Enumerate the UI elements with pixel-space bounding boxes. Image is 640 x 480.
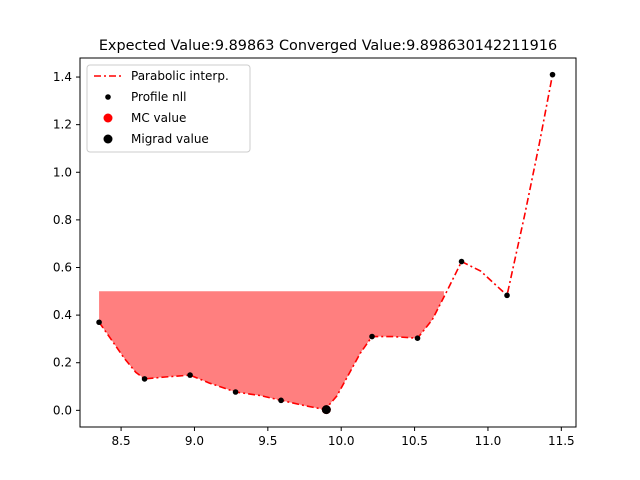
profile-nll-point — [549, 71, 556, 78]
legend-box — [86, 64, 251, 153]
legend-entry-migrad-label: Migrad value — [131, 132, 209, 146]
legend-entry-parabolic-label: Parabolic interp. — [131, 69, 229, 83]
profile-nll-point — [232, 389, 239, 395]
profile-nll-point — [96, 319, 102, 326]
legend-entry-profile-label: Profile nll — [131, 90, 186, 104]
y-tick-label: 0.0 — [53, 403, 72, 417]
y-tick-label: 0.4 — [53, 308, 72, 322]
axes-frame — [79, 57, 577, 428]
x-tick-label: 10.5 — [401, 434, 428, 448]
x-tick-label: 11.0 — [475, 434, 502, 448]
y-tick-label: 0.6 — [53, 260, 72, 274]
y-tick-label: 1.2 — [53, 118, 72, 132]
profile-nll-point — [141, 376, 148, 382]
profile-nll-point — [504, 292, 510, 299]
profile-nll-point — [414, 335, 421, 342]
x-tick-label: 10.0 — [328, 434, 355, 448]
y-tick-label: 1.4 — [53, 70, 72, 84]
x-tick-label: 9.5 — [258, 434, 277, 448]
y-tick-label: 0.8 — [53, 213, 72, 227]
shaded-region-layer — [99, 291, 444, 410]
legend-entry-migrad-swatch — [103, 134, 113, 144]
series-point-layer — [96, 71, 556, 415]
legend-entry-mc-label: MC value — [131, 111, 186, 125]
legend-entry-mc-swatch — [103, 113, 113, 123]
series-line-layer — [98, 74, 554, 411]
migrad-value-marker — [321, 405, 331, 415]
chart-title: Expected Value:9.89863 Converged Value:9… — [99, 38, 557, 54]
profile-nll-point — [187, 372, 193, 378]
x-tick-label: 9.0 — [185, 434, 204, 448]
parabolic-interp-line — [98, 74, 554, 411]
profile-nll-point — [369, 333, 375, 340]
legend: Parabolic interp. Profile nll MC value Migr… — [86, 64, 251, 153]
x-tick-label: 8.5 — [112, 434, 131, 448]
shaded-region — [99, 291, 444, 410]
legend-entry-profile-swatch — [105, 94, 111, 100]
profile-nll-point — [458, 258, 465, 265]
y-tick-label: 0.2 — [53, 356, 72, 370]
x-tick-label: 11.5 — [548, 434, 575, 448]
y-tick-label: 1.0 — [53, 165, 72, 179]
axes: 8.5 9.0 9.5 10.0 10.5 11.0 11.5 0.0 0.2 0.4 0.6 0.8… — [53, 57, 577, 448]
profile-nll-point — [278, 397, 284, 404]
